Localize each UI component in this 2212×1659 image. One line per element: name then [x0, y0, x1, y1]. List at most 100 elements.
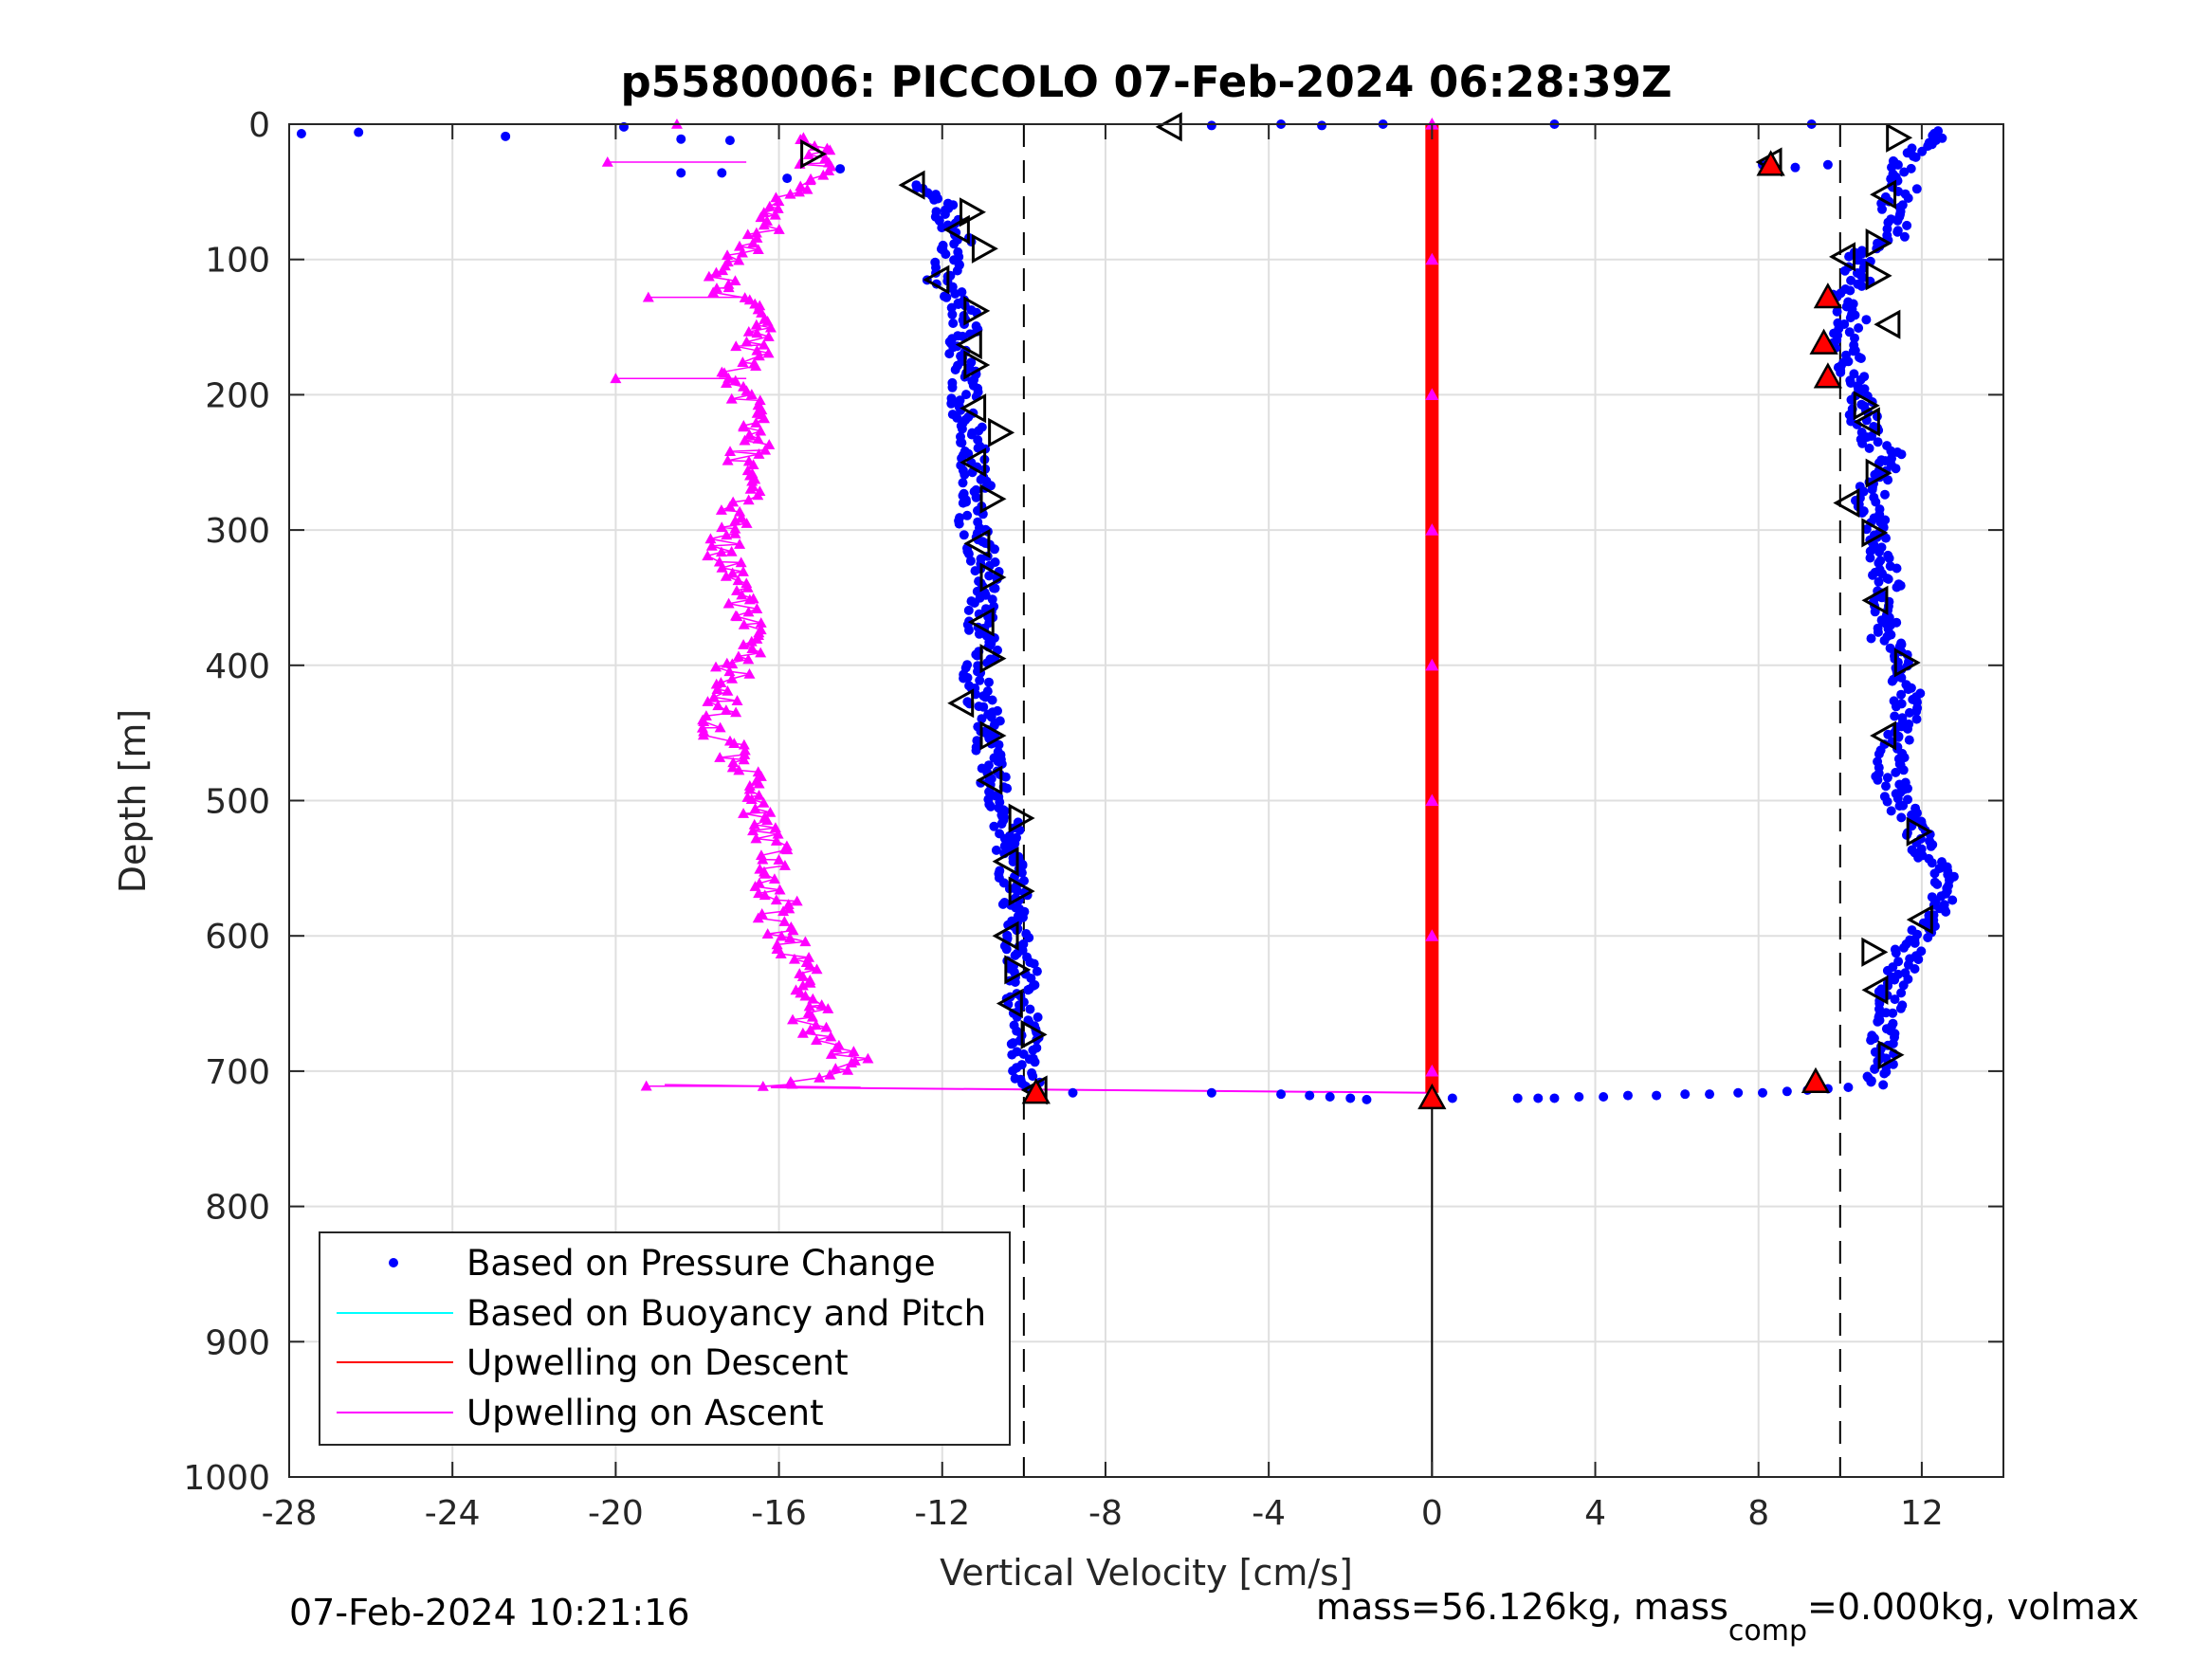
- pressure-point: [1866, 633, 1876, 644]
- pressure-point: [1790, 162, 1801, 173]
- upwelling-ascent-point: [710, 661, 722, 672]
- buoyancy-ascent-marker: [1865, 261, 1892, 291]
- pressure-point: [1840, 284, 1851, 294]
- pressure-point: [971, 492, 981, 502]
- pressure-point: [501, 131, 511, 141]
- upwelling-ascent-point: [714, 721, 726, 733]
- pressure-point: [994, 739, 1004, 750]
- legend-box: [319, 1231, 1011, 1446]
- pressure-point: [1276, 1089, 1287, 1100]
- upwelling-ascent-point: [763, 439, 776, 449]
- upwelling-ascent-point: [791, 895, 803, 906]
- upwelling-ascent-point: [742, 455, 755, 466]
- upwelling-ascent-point: [751, 344, 763, 356]
- upwelling-ascent-point: [712, 700, 724, 711]
- buoyancy-descent-marker: [960, 197, 986, 228]
- upwelling-ascent-point: [750, 227, 762, 238]
- upwelling-ascent-point: [742, 606, 755, 617]
- pressure-point: [1890, 944, 1900, 955]
- upwelling-ascent-point: [804, 1024, 816, 1035]
- upwelling-ascent-point: [727, 757, 740, 768]
- upwelling-ascent-point: [788, 953, 800, 964]
- upwelling-descent-point: [1425, 929, 1439, 941]
- pressure-point: [1896, 988, 1907, 998]
- upwelling-ascent-point: [772, 203, 784, 213]
- pressure-point: [1012, 886, 1022, 896]
- buoyancy-descent-marker: [947, 688, 975, 719]
- upwelling-ascent-point: [810, 1019, 822, 1030]
- upwelling-descent-point: [1425, 388, 1439, 400]
- pressure-point: [1937, 857, 1947, 867]
- y-tick-label: 300: [205, 512, 270, 551]
- pressure-point: [944, 349, 955, 359]
- pressure-point: [961, 390, 971, 400]
- upwelling-ascent-point: [751, 603, 763, 613]
- pressure-point: [1855, 482, 1865, 492]
- pressure-point: [1652, 1090, 1662, 1101]
- upwelling-ascent-point: [755, 647, 767, 658]
- pressure-point: [1937, 133, 1947, 143]
- pressure-point: [1879, 792, 1890, 802]
- upwelling-ascent-point: [722, 278, 735, 289]
- upwelling-ascent-point: [737, 566, 749, 576]
- upwelling-ascent-point: [724, 446, 737, 456]
- upwelling-ascent-point: [722, 249, 734, 261]
- pressure-point: [1883, 550, 1893, 560]
- pressure-point: [1927, 892, 1937, 902]
- pressure-point: [1881, 781, 1891, 792]
- buoyancy-descent-marker: [967, 607, 995, 637]
- y-tick-label: 100: [205, 242, 270, 281]
- series-upwelling-ascent: [601, 118, 1433, 1094]
- buoyancy-ascent-marker: [1861, 585, 1889, 615]
- upwelling-ascent-point: [770, 894, 782, 905]
- upwelling-ascent-point: [817, 169, 830, 180]
- upwelling-ascent-point: [761, 215, 774, 226]
- upwelling-ascent-point: [703, 270, 715, 282]
- pressure-point: [1345, 1093, 1356, 1103]
- pressure-point: [1832, 306, 1842, 317]
- buoyancy-ascent-marker: [1853, 407, 1880, 437]
- pressure-point: [1916, 946, 1927, 957]
- pressure-point: [990, 544, 999, 555]
- pressure-point: [958, 498, 968, 508]
- upwelling-ascent-point: [753, 789, 765, 800]
- red-triangle-marker: [1813, 283, 1843, 309]
- upwelling-ascent-point: [759, 444, 772, 455]
- pressure-point: [1028, 1071, 1038, 1082]
- buoyancy-descent-marker: [1008, 876, 1035, 906]
- upwelling-ascent-point: [749, 473, 761, 484]
- chart-title: p5580006: PICCOLO 07-Feb-2024 06:28:39Z: [620, 57, 1672, 107]
- pressure-point: [1849, 369, 1859, 379]
- upwelling-ascent-point: [735, 556, 747, 568]
- upwelling-ascent-point: [803, 1000, 815, 1012]
- buoyancy-descent-marker: [992, 847, 1019, 877]
- upwelling-ascent-point: [722, 454, 734, 465]
- pressure-point: [1876, 542, 1887, 553]
- pressure-point: [990, 583, 1000, 593]
- plot-area: [296, 112, 1959, 1110]
- upwelling-descent-band: [1425, 124, 1439, 1093]
- pressure-point: [1867, 1030, 1877, 1041]
- upwelling-ascent-point: [726, 567, 739, 578]
- x-tick-label: -28: [262, 1494, 318, 1533]
- series-pressure-surface-outliers: [296, 119, 1833, 184]
- upwelling-ascent-point: [762, 347, 775, 358]
- pressure-point: [1028, 1045, 1038, 1055]
- pressure-point: [1873, 437, 1883, 447]
- upwelling-ascent-point: [738, 419, 750, 430]
- pressure-point: [717, 168, 727, 178]
- upwelling-ascent-point: [747, 825, 759, 836]
- pressure-point: [1892, 617, 1902, 628]
- buoyancy-descent-marker: [963, 350, 991, 380]
- upwelling-ascent-point: [722, 256, 734, 267]
- buoyancy-ascent-marker: [1155, 112, 1182, 142]
- upwelling-ascent-point: [862, 1052, 874, 1064]
- upwelling-ascent-point: [758, 338, 770, 350]
- series-bottom-markers: [1021, 150, 1843, 1110]
- upwelling-ascent-point: [725, 545, 738, 556]
- pressure-point: [1881, 533, 1891, 543]
- pressure-point: [1844, 327, 1855, 337]
- pressure-point: [1885, 643, 1895, 653]
- y-tick-label: 900: [205, 1323, 270, 1362]
